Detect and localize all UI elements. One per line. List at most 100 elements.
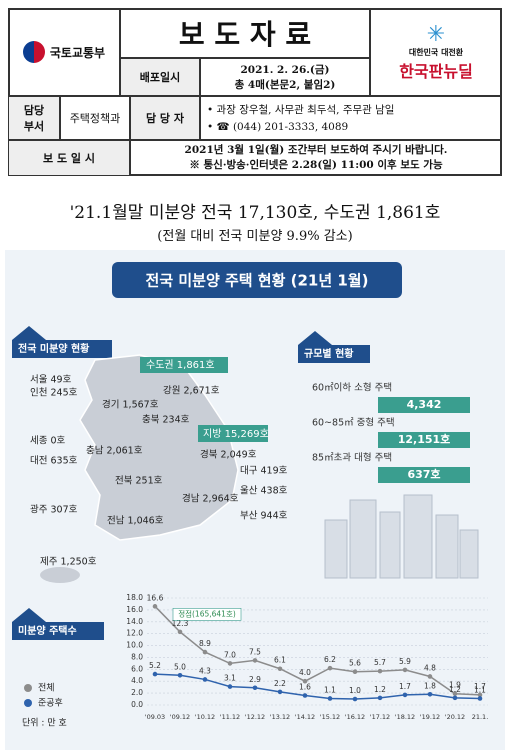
contact-line: • ☎ (044) 201-3333, 4089 [207, 121, 349, 133]
building [324, 519, 348, 579]
data-label: 1.7 [399, 682, 411, 691]
series-line [154, 673, 481, 700]
region-label: 강원 2,671호 [163, 386, 220, 397]
data-point [252, 658, 258, 663]
data-label: 12.3 [172, 619, 189, 628]
data-label: 2.2 [274, 679, 286, 688]
data-point [227, 661, 233, 666]
embargo-line: ※ 통신·방송·인터넷은 2.28(일) 11:00 이후 보도 가능 [189, 159, 443, 171]
building [379, 511, 401, 579]
data-label: 7.5 [249, 647, 261, 656]
doc-title: 보 도 자 료 [120, 8, 370, 58]
pages: 총 4매(본문2, 붙임2) [234, 79, 336, 91]
annotation: 정점(165,641호) [178, 608, 236, 618]
data-point [377, 695, 383, 701]
region-label: 광주 307호 [30, 504, 78, 516]
region-label: 인천 245호 [30, 388, 78, 399]
person-label: 담 당 자 [130, 96, 200, 140]
data-point [452, 695, 458, 701]
data-point [427, 692, 433, 697]
x-tick-label: '12.12 [245, 713, 265, 721]
y-tick-label: 10.0 [126, 641, 143, 650]
data-point [227, 684, 233, 689]
data-label: 1.0 [349, 686, 361, 695]
data-label: 5.2 [149, 661, 161, 670]
slogan-small: 대한민국 대전환 [408, 48, 464, 57]
data-point [202, 649, 208, 655]
data-label: 4.3 [199, 666, 211, 675]
banner-title: 전국 미분양 주택 현황 (21년 1월) [146, 272, 369, 290]
release-label: 배포일시 [120, 58, 200, 96]
size-name: 60㎡이하 소형 주택 [312, 382, 392, 394]
data-point [427, 674, 433, 679]
data-point [402, 692, 408, 698]
chart-title: 미분양 주택수 [18, 624, 77, 637]
data-point [327, 696, 333, 701]
data-point [202, 677, 208, 682]
unit: 단위 : 만 호 [22, 718, 67, 729]
data-label: 6.2 [324, 655, 336, 664]
y-tick-label: 16.0 [126, 605, 143, 614]
embargo-label: 보 도 일 시 [8, 140, 130, 176]
data-label: 1.1 [474, 685, 486, 694]
region-label: 제주 1,250호 [40, 557, 97, 568]
slogan-cell: ✳ 대한민국 대전환 한국판뉴딜 [370, 8, 502, 96]
contact-line: • 과장 장우철, 사무관 최두석, 주무관 남일 [207, 104, 395, 116]
data-point [152, 604, 158, 609]
data-point [477, 692, 483, 698]
building [403, 494, 433, 579]
legend-marker [24, 684, 32, 692]
x-tick-label: 21.1. [472, 713, 489, 721]
data-point [277, 666, 283, 672]
series-line [154, 605, 481, 696]
logo [22, 41, 45, 63]
slogan-icon: ✳ [426, 22, 446, 47]
size-name: 85㎡초과 대형 주택 [312, 453, 392, 464]
size-value: 637호 [407, 467, 440, 481]
data-label: 1.9 [449, 681, 461, 690]
data-label: 1.2 [374, 685, 386, 694]
embargo-cell: 2021년 3월 1일(월) 조간부터 보도하여 주시기 바랍니다. ※ 통신·방… [130, 140, 502, 176]
region-label: 전남 1,046호 [107, 516, 164, 527]
size-box [378, 397, 470, 413]
building [459, 529, 479, 579]
legend-marker [24, 699, 32, 707]
region-label: 부산 944호 [240, 511, 288, 522]
size-label: 규모별 현황 [304, 347, 354, 360]
data-label: 1.8 [424, 681, 436, 690]
region-label: 경북 2,049호 [200, 449, 257, 461]
size-box [378, 467, 470, 483]
size-value: 4,342 [407, 398, 442, 411]
data-point [302, 693, 308, 698]
badge-roof [298, 331, 332, 345]
data-point [302, 678, 308, 684]
map-label: 전국 미분양 현황 [18, 342, 90, 355]
y-tick-label: 0.0 [131, 700, 143, 709]
data-label: 7.0 [224, 650, 236, 659]
ministry-cell: 국토교통부 [8, 8, 120, 96]
x-tick-label: '09.03 [145, 713, 165, 721]
data-point [452, 691, 458, 697]
data-label: 5.7 [374, 658, 386, 667]
size-name: 60~85㎡ 중형 주택 [312, 418, 395, 429]
data-label: 1.1 [324, 685, 336, 694]
x-tick-label: '13.12 [270, 713, 290, 721]
data-label: 2.9 [249, 675, 261, 684]
release-cell: 2021. 2. 26.(금) 총 4매(본문2, 붙임2) [200, 58, 370, 96]
provinces-box [198, 425, 268, 442]
badge [12, 340, 112, 358]
map [79, 354, 239, 541]
x-tick-label: '20.12 [445, 713, 465, 721]
x-tick-label: '09.12 [170, 713, 190, 721]
data-point [352, 696, 358, 702]
data-point [477, 696, 483, 701]
data-label: 5.0 [174, 662, 186, 671]
region-label: 세종 0호 [30, 436, 66, 447]
subheadline: (전월 대비 전국 미분양 9.9% 감소) [157, 229, 353, 244]
capital: 수도권 1,861호 [146, 359, 215, 371]
region-label: 대구 419호 [240, 466, 288, 477]
size-box [378, 432, 470, 448]
slogan: 한국판뉴딜 [399, 62, 473, 81]
y-tick-label: 12.0 [126, 629, 143, 638]
